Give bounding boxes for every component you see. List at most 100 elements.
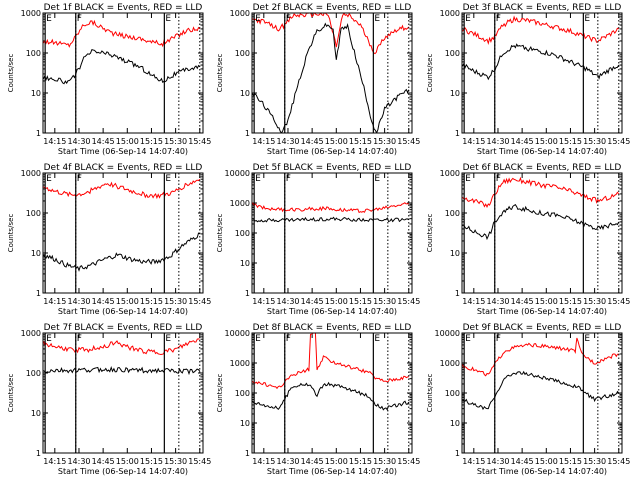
chart-7-xlabel: Start Time (06-Sep-14 14:07:40) (58, 467, 188, 476)
chart-9-ytick-label-2: 100 (445, 389, 460, 398)
chart-1-title: Det 1f BLACK = Events, RED = LLD (44, 3, 203, 13)
chart-9-marker-label-0: E (465, 334, 471, 344)
chart-3-xtick-label-3: 15:00 (535, 137, 558, 146)
chart-1-ytick-label-0: 1 (36, 129, 41, 138)
chart-3-marker-label-0: E (465, 14, 471, 24)
chart-1-xtick-label-3: 15:00 (116, 137, 139, 146)
chart-5-ytick-label-3: 1000 (230, 199, 250, 208)
chart-6-ytick-label-2: 100 (445, 209, 460, 218)
chart-4-xtick-label-3: 15:00 (116, 297, 139, 306)
chart-2-series-1 (252, 22, 410, 133)
chart-5-frame (251, 172, 413, 294)
chart-5-ytick-label-0: 1 (245, 289, 250, 298)
chart-1-xtick-label-4: 15:15 (140, 137, 163, 146)
chart-7-ytick-label-3: 1000 (21, 329, 41, 338)
chart-7-marker-label-0: E (46, 334, 52, 344)
chart-5-marker-label-1: F (286, 174, 291, 184)
chart-1-ytick-label-2: 100 (26, 49, 41, 58)
chart-4-ytick-label-0: 1 (36, 289, 41, 298)
chart-4-xtick-label-6: 15:45 (188, 297, 211, 306)
chart-1-xtick-label-0: 14:15 (43, 137, 66, 146)
chart-3-xtick-label-2: 14:45 (511, 137, 534, 146)
chart-4-frame (42, 172, 204, 294)
chart-7-series-1 (43, 365, 201, 376)
chart-5-xtick-label-0: 14:15 (252, 297, 275, 306)
chart-2: Det 2f BLACK = Events, RED = LLD Counts/s… (216, 3, 420, 156)
chart-7-xtick-label-6: 15:45 (188, 457, 211, 466)
chart-5: Det 5f BLACK = Events, RED = LLD Counts/s… (216, 163, 420, 316)
chart-4-xlabel: Start Time (06-Sep-14 14:07:40) (58, 307, 188, 316)
chart-7-marker-label-1: F (77, 334, 82, 344)
chart-7-xtick-label-0: 14:15 (43, 457, 66, 466)
chart-5-title: Det 5f BLACK = Events, RED = LLD (253, 163, 412, 173)
chart-2-xtick-label-2: 14:45 (301, 137, 324, 146)
chart-7-xtick-label-2: 14:45 (92, 457, 115, 466)
chart-6-series-1 (462, 204, 620, 241)
chart-4-title: Det 4f BLACK = Events, RED = LLD (44, 163, 203, 173)
chart-2-ytick-label-2: 100 (235, 49, 250, 58)
chart-2-marker-label-1: F (286, 14, 291, 24)
chart-5-ytick-label-2: 100 (235, 229, 250, 238)
chart-5-series-0 (252, 202, 409, 214)
chart-4-xtick-label-4: 15:15 (140, 297, 163, 306)
chart-1-series-1 (43, 48, 201, 85)
chart-3-ytick-label-0: 1 (455, 129, 460, 138)
chart-2-marker-label-0: E (255, 14, 261, 24)
chart-7: Det 7f BLACK = Events, RED = LLD Counts/s… (7, 323, 211, 476)
chart-5-xtick-label-1: 14:30 (276, 297, 299, 306)
chart-4-xtick-label-0: 14:15 (43, 297, 66, 306)
chart-3-ytick-label-2: 100 (445, 49, 460, 58)
chart-6-marker-label-0: E (465, 174, 471, 184)
chart-7-frame (42, 332, 204, 454)
chart-8-series-0 (252, 333, 409, 390)
chart-5-xtick-label-2: 14:45 (301, 297, 324, 306)
chart-3-xtick-label-1: 14:30 (486, 137, 509, 146)
chart-7-marker-label-2: E (165, 334, 171, 344)
chart-5-ytick-label-1: 10 (240, 259, 250, 268)
chart-2-xtick-label-0: 14:15 (252, 137, 275, 146)
chart-4-series-0 (43, 178, 201, 200)
chart-2-ytick-label-0: 1 (245, 129, 250, 138)
chart-8-marker-label-0: E (255, 334, 261, 344)
chart-7-ytick-label-1: 10 (31, 409, 41, 418)
chart-9-ytick-label-0: 1 (455, 449, 460, 458)
chart-2-xtick-label-5: 15:30 (373, 137, 396, 146)
chart-6-ytick-label-1: 10 (450, 249, 460, 258)
chart-6-marker-label-2: E (584, 174, 590, 184)
chart-9-marker-label-2: E (584, 334, 590, 344)
chart-4-ytick-label-2: 100 (26, 209, 41, 218)
chart-6-xtick-label-2: 14:45 (511, 297, 534, 306)
chart-9-ytick-label-4: 10000 (435, 329, 460, 338)
chart-4-xtick-label-1: 14:30 (67, 297, 90, 306)
chart-2-ytick-label-1: 10 (240, 89, 250, 98)
chart-8-frame (251, 332, 413, 454)
chart-2-xtick-label-1: 14:30 (276, 137, 299, 146)
chart-8-xlabel: Start Time (06-Sep-14 14:07:40) (267, 467, 397, 476)
chart-5-ylabel: Counts/sec (216, 214, 224, 253)
chart-3-series-0 (462, 15, 619, 45)
chart-3-xtick-label-0: 14:15 (462, 137, 485, 146)
chart-2-marker-label-2: E (374, 14, 380, 24)
chart-6-xtick-label-4: 15:15 (559, 297, 582, 306)
chart-8-ytick-label-1: 10 (240, 419, 250, 428)
chart-7-ytick-label-0: 1 (36, 449, 41, 458)
chart-5-xtick-label-6: 15:45 (397, 297, 420, 306)
chart-8-xtick-label-0: 14:15 (252, 457, 275, 466)
chart-6-xtick-label-1: 14:30 (486, 297, 509, 306)
chart-8-xtick-label-4: 15:15 (349, 457, 372, 466)
chart-2-series-0 (252, 13, 410, 55)
chart-5-xlabel: Start Time (06-Sep-14 14:07:40) (267, 307, 397, 316)
chart-3-xtick-label-6: 15:45 (607, 137, 630, 146)
chart-7-xtick-label-3: 15:00 (116, 457, 139, 466)
chart-4-ytick-label-3: 1000 (21, 169, 41, 178)
chart-9: Det 9f BLACK = Events, RED = LLD Counts/s… (426, 323, 630, 476)
chart-8-ytick-label-4: 10000 (225, 329, 250, 338)
chart-6-ylabel: Counts/sec (426, 214, 434, 253)
chart-8-ylabel: Counts/sec (216, 374, 224, 413)
chart-5-series-1 (252, 216, 410, 223)
chart-4-marker-label-2: E (165, 174, 171, 184)
chart-1-xlabel: Start Time (06-Sep-14 14:07:40) (58, 147, 188, 156)
chart-6-marker-label-1: F (496, 174, 501, 184)
chart-3-marker-label-2: E (584, 14, 590, 24)
